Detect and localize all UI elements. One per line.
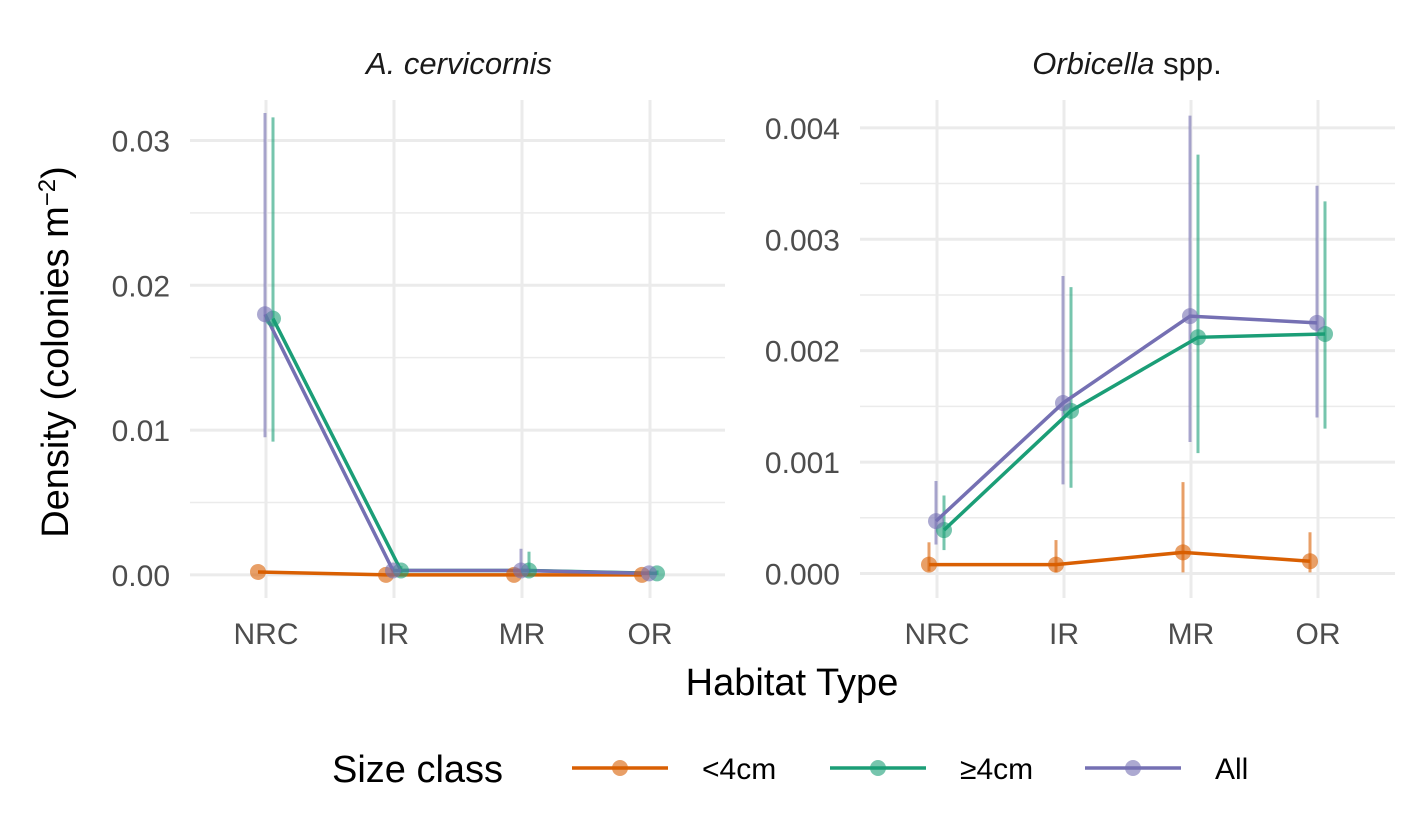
y-tick-label: 0.002	[765, 336, 840, 369]
panel-orbicella: 0.000 0.001 0.002 0.003 0.004 NRC IR MR OR	[765, 100, 1395, 651]
data-point-all	[1055, 395, 1071, 412]
series-line-lt4	[257, 570, 642, 577]
x-tick-label: NRC	[905, 618, 970, 651]
data-point-lt4	[1048, 556, 1064, 573]
y-tick-label: 0.03	[112, 126, 170, 159]
legend-items: <4cm ≥4cm All	[572, 753, 1248, 786]
data-point-ge4	[1190, 329, 1206, 346]
panel-title-acervicornis: A. cervicornis	[364, 46, 552, 81]
x-tick-label: NRC	[234, 618, 299, 651]
y-axis-title-exponent: −2	[34, 179, 61, 206]
data-point-all	[641, 565, 657, 582]
legend: Size class <4cm ≥4cm All	[332, 749, 1248, 791]
data-point-all	[1182, 308, 1198, 325]
panel-title-italic: Orbicella	[1032, 46, 1154, 81]
y-tick-label: 0.003	[765, 224, 840, 257]
x-tick-label: IR	[379, 618, 409, 651]
panel-title-rest: spp.	[1155, 46, 1222, 81]
legend-title: Size class	[332, 749, 503, 791]
series-line-lt4	[929, 550, 1311, 567]
y-tick-label: 0.00	[112, 560, 170, 593]
data-point-ge4	[1317, 325, 1333, 342]
data-point-all	[385, 562, 401, 579]
y-axis-title: Density (colonies m−2)	[34, 166, 78, 538]
panel-title-italic: A. cervicornis	[364, 46, 552, 81]
y-axis-title-main: Density (colonies m	[35, 206, 77, 538]
data-point-lt4	[1302, 553, 1318, 570]
x-tick-label: MR	[1168, 618, 1215, 651]
series-line-all	[263, 313, 650, 576]
legend-key-point-lt4	[612, 760, 628, 776]
legend-label-all: All	[1215, 753, 1248, 786]
x-tick-label: IR	[1049, 618, 1079, 651]
data-point-all	[1309, 314, 1325, 331]
data-point-lt4	[250, 563, 266, 580]
x-tick-label: OR	[1296, 618, 1341, 651]
data-point-lt4	[921, 556, 937, 573]
y-tick-label: 0.01	[112, 415, 170, 448]
y-tick-label: 0.001	[765, 447, 840, 480]
x-tick-label: MR	[499, 618, 546, 651]
y-tick-label: 0.02	[112, 270, 170, 303]
y-axis-title-close: )	[35, 166, 77, 179]
y-tick-label: 0.004	[765, 113, 840, 146]
legend-key-point-ge4	[870, 760, 886, 776]
legend-label-ge4: ≥4cm	[960, 753, 1033, 786]
panel-title-orbicella: Orbicella spp.	[1032, 46, 1222, 81]
legend-label-lt4: <4cm	[702, 753, 776, 786]
data-point-all	[257, 306, 273, 323]
panel-acervicornis: 0.00 0.01 0.02 0.03 NRC IR MR OR	[112, 100, 725, 651]
series-line-ge4	[942, 332, 1326, 532]
data-point-all	[928, 513, 944, 530]
x-axis-title: Habitat Type	[686, 662, 899, 704]
data-point-lt4	[1175, 544, 1191, 561]
y-tick-label: 0.000	[765, 558, 840, 591]
legend-key-point-all	[1125, 760, 1141, 776]
series-line-all	[934, 314, 1318, 523]
data-point-all	[513, 562, 529, 579]
x-tick-label: OR	[628, 618, 673, 651]
